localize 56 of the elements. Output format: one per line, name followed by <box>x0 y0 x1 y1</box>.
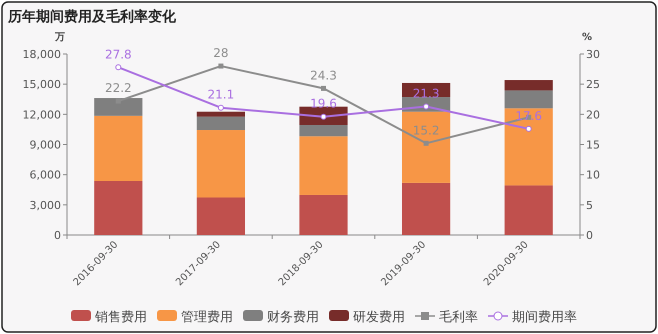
y2-tick-label: 30 <box>586 48 600 61</box>
data-label: 28 <box>213 46 229 60</box>
bar <box>504 185 553 235</box>
y-tick-label: 12,000 <box>22 108 61 122</box>
legend-label: 研发费用 <box>353 310 405 325</box>
legend-label: 毛利率 <box>439 309 478 325</box>
bar <box>402 112 450 183</box>
point <box>218 64 224 69</box>
legend-label: 销售费用 <box>94 310 147 325</box>
bar <box>402 182 450 235</box>
point <box>321 86 326 91</box>
data-label: 15.2 <box>412 123 440 138</box>
y-tick-label: 18,000 <box>22 48 61 61</box>
bar <box>196 130 246 198</box>
y2-tick-label: 5 <box>586 198 593 212</box>
y-axis-title: 万 <box>54 32 65 43</box>
bar <box>299 136 348 195</box>
data-label: 27.8 <box>104 47 132 62</box>
bar <box>504 80 553 90</box>
chart-title: 历年期间费用及毛利率变化 <box>7 8 177 25</box>
point <box>526 126 532 132</box>
y2-tick-label: 10 <box>586 168 600 182</box>
bar <box>504 90 553 108</box>
bar <box>196 116 246 130</box>
data-label: 21.3 <box>412 86 440 100</box>
legend-label: 期间费用率 <box>512 309 577 325</box>
bar <box>299 194 348 235</box>
legend-label: 管理费用 <box>181 310 233 325</box>
bar <box>504 108 553 186</box>
y-tick-label: 15,000 <box>22 78 61 92</box>
bar <box>94 116 142 181</box>
data-label: 22.2 <box>104 81 132 96</box>
data-label: 21.1 <box>208 88 234 102</box>
bar <box>94 98 142 116</box>
data-label: 24.3 <box>310 68 337 82</box>
y-tick-label: 0 <box>54 229 61 242</box>
y2-tick-label: 0 <box>586 229 593 242</box>
y2-axis-title: % <box>582 32 592 43</box>
point <box>218 104 224 111</box>
y2-tick-label: 15 <box>586 138 600 152</box>
point <box>424 140 429 146</box>
bar <box>196 112 246 117</box>
bar <box>94 181 142 235</box>
y2-tick-label: 25 <box>586 78 600 92</box>
y-tick-label: 6,000 <box>30 168 61 182</box>
y-tick-label: 3,000 <box>30 198 61 212</box>
point <box>423 103 430 110</box>
data-label: 17.6 <box>515 108 542 123</box>
point <box>115 64 122 70</box>
point <box>116 98 121 104</box>
y2-tick-label: 20 <box>586 108 600 122</box>
y-tick-label: 9,000 <box>30 138 61 152</box>
bar <box>196 197 246 235</box>
legend-label: 财务费用 <box>267 310 319 325</box>
bar <box>299 124 348 136</box>
point <box>320 114 326 120</box>
